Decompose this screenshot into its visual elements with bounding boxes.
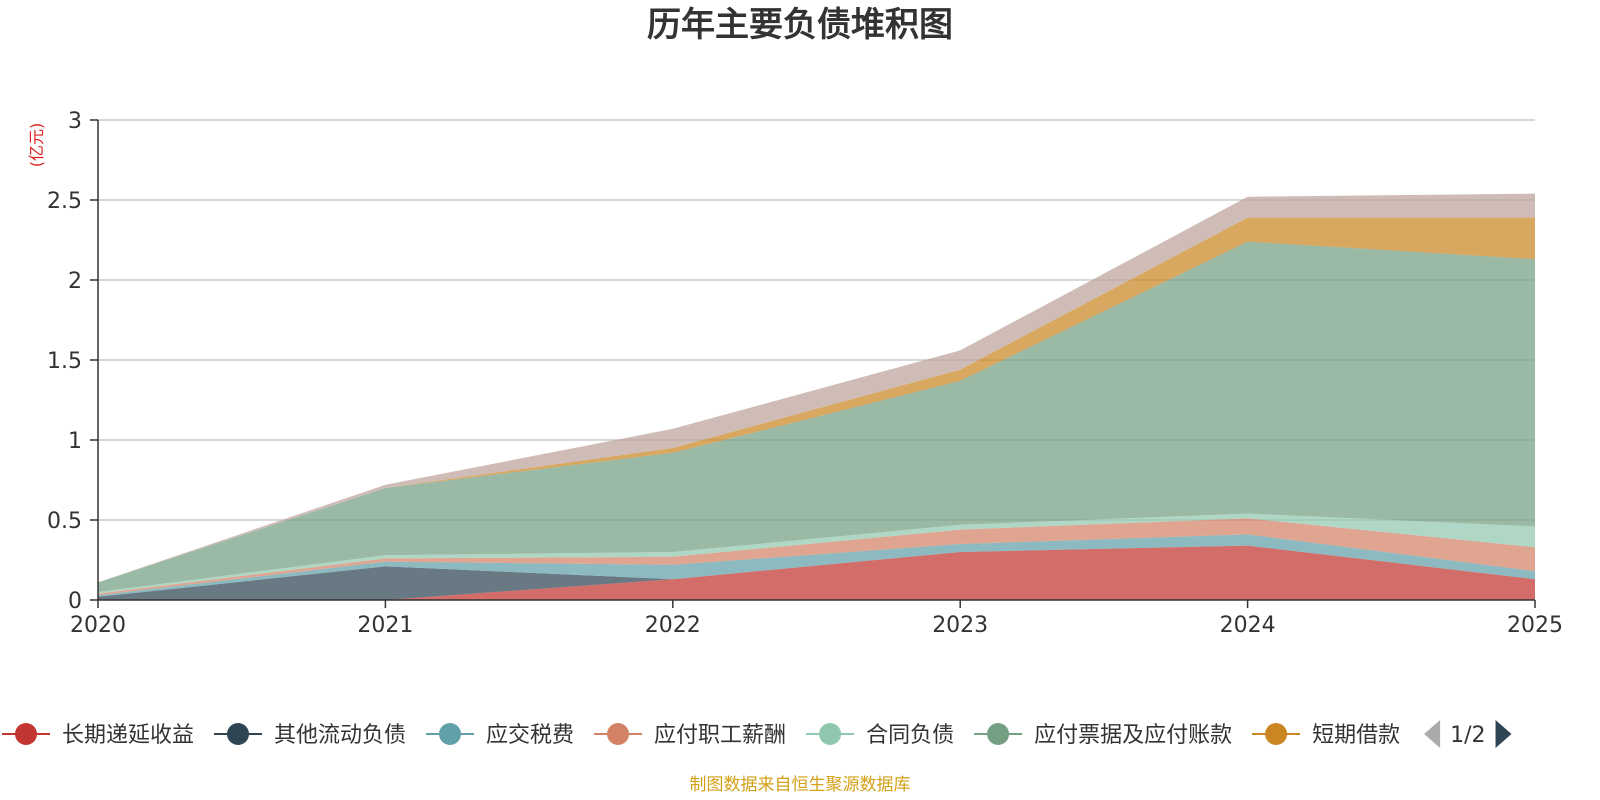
y-tick-label: 0.5: [47, 509, 82, 534]
x-tick-label: 2020: [70, 613, 126, 638]
legend-label: 其他流动负债: [274, 723, 406, 748]
x-tick-label: 2024: [1220, 613, 1276, 638]
legend-item[interactable]: 应交税费: [426, 723, 574, 748]
legend-label: 长期递延收益: [62, 723, 194, 748]
axes: 0 0.5 1 1.5 2 2.5 3 2020 2021 2022 2023 2024 2025: [47, 109, 1563, 638]
x-tick-label: 2025: [1507, 613, 1563, 638]
x-tick-label: 2022: [645, 613, 701, 638]
legend-marker: [819, 723, 842, 745]
legend-marker: [607, 723, 630, 745]
area-series-0[interactable]: [98, 545, 1535, 600]
legend-label: 应交税费: [486, 723, 574, 748]
y-axis-unit: (亿元): [27, 123, 46, 168]
legend-item[interactable]: 合同负债: [806, 723, 954, 748]
legend-label: 合同负债: [866, 723, 954, 748]
legend-marker: [15, 723, 37, 745]
area-series[interactable]: [98, 193, 1535, 600]
legend-marker: [987, 723, 1010, 745]
legend-item[interactable]: 应付票据及应付账款: [974, 723, 1232, 748]
legend-label: 应付票据及应付账款: [1034, 723, 1232, 748]
y-tick-label: 2: [68, 269, 82, 294]
y-tick-label: 2.5: [47, 189, 82, 214]
legend-marker: [1265, 723, 1288, 745]
legend-prev-page-icon[interactable]: [1424, 720, 1441, 748]
area-series-4[interactable]: [98, 513, 1535, 594]
legend-item[interactable]: 其他流动负债: [214, 723, 406, 748]
legend-page-indicator: 1/2: [1450, 723, 1485, 748]
y-tick-label: 3: [68, 109, 82, 134]
legend-item[interactable]: 长期递延收益: [2, 723, 194, 748]
data-source-note: 制图数据来自恒生聚源数据库: [690, 775, 911, 795]
area-series-1[interactable]: [98, 545, 1535, 600]
legend-label: 短期借款: [1312, 723, 1400, 748]
y-tick-label: 0: [68, 589, 82, 614]
x-tick-label: 2023: [932, 613, 988, 638]
legend-next-page-icon[interactable]: [1495, 720, 1512, 748]
area-series-2[interactable]: [98, 534, 1535, 597]
chart-title: 历年主要负债堆积图: [647, 5, 953, 45]
legend: 长期递延收益 其他流动负债 应交税费 应付职工薪酬 合同负债 应付票据及应付账款 短期借款 1…: [2, 720, 1512, 748]
legend-marker: [227, 723, 250, 745]
y-tick-label: 1.5: [47, 349, 82, 374]
x-tick-label: 2021: [357, 613, 413, 638]
legend-item[interactable]: 应付职工薪酬: [594, 723, 786, 748]
legend-label: 应付职工薪酬: [654, 723, 786, 748]
y-tick-label: 1: [68, 429, 82, 454]
legend-item[interactable]: 短期借款: [1252, 723, 1400, 748]
legend-marker: [439, 723, 462, 745]
